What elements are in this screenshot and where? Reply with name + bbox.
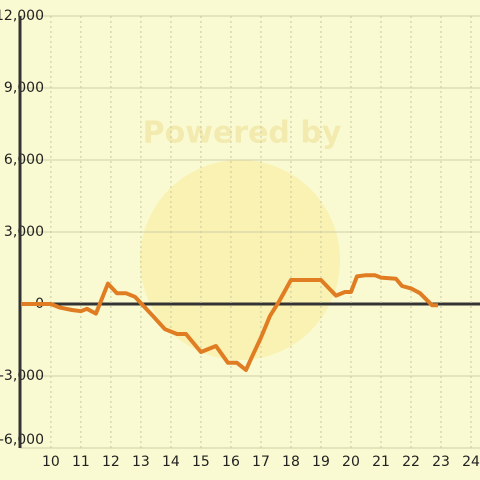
x-tick-label: 16 [222,454,240,470]
y-tick-label: -6,000 [0,432,44,448]
x-tick-label: 23 [432,454,450,470]
y-tick-label: 6,000 [4,152,44,168]
x-tick-label: 19 [312,454,330,470]
data-line [20,273,438,372]
watermark: Powered by [143,116,342,151]
x-tick-label: 14 [162,454,180,470]
x-tick-label: 11 [72,454,90,470]
x-tick-label: 12 [102,454,120,470]
x-tick-label: 18 [282,454,300,470]
y-tick-label: 9,000 [4,80,44,96]
x-tick-label: 10 [42,454,60,470]
y-tick-label: 12,000 [0,8,44,24]
watermark-logo [140,160,340,360]
x-tick-label: 15 [192,454,210,470]
x-tick-label: 24 [462,454,480,470]
x-tick-label: 17 [252,454,270,470]
y-tick-label: -3,000 [0,368,44,384]
x-tick-label: 20 [342,454,360,470]
x-tick-label: 13 [132,454,150,470]
y-tick-label: 3,000 [4,224,44,240]
x-tick-label: 22 [402,454,420,470]
x-tick-label: 21 [372,454,390,470]
